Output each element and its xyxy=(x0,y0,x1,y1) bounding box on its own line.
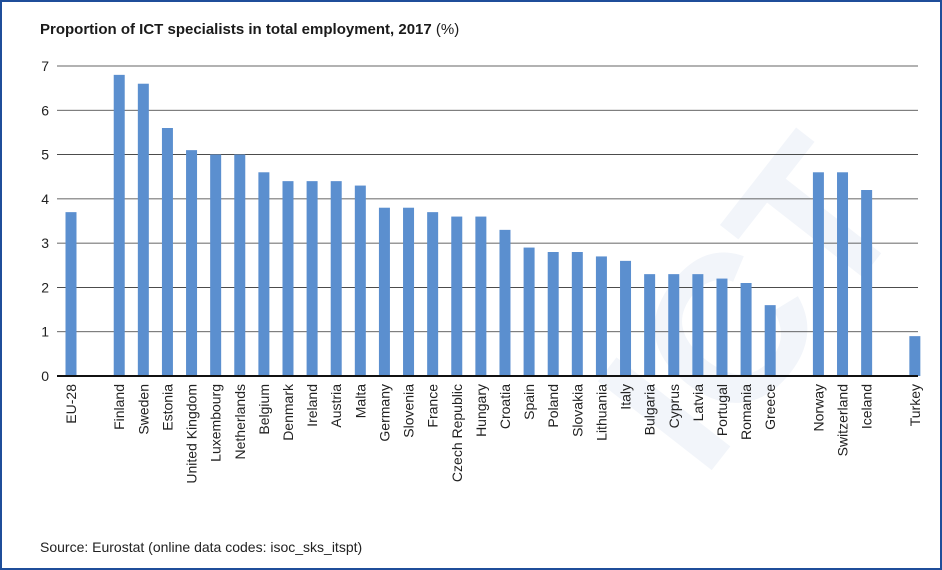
bar xyxy=(716,278,728,376)
x-tick-label: Austria xyxy=(328,384,344,428)
chart-title-text: Proportion of ICT specialists in total e… xyxy=(40,21,432,38)
x-tick-label: Luxembourg xyxy=(208,384,224,462)
x-tick-label: Finland xyxy=(111,384,127,430)
x-tick-label: Norway xyxy=(810,384,826,431)
bar xyxy=(282,181,294,376)
bar xyxy=(547,252,559,376)
bar xyxy=(113,74,125,376)
chart-title-unit: (%) xyxy=(435,21,460,38)
x-tick-label: Turkey xyxy=(907,384,923,426)
x-tick-label: Slovakia xyxy=(569,384,585,437)
x-tick-label: Hungary xyxy=(473,384,489,437)
x-tick-label: Malta xyxy=(352,384,368,418)
y-tick-label: 2 xyxy=(41,279,49,295)
x-tick-label: United Kingdom xyxy=(184,384,200,484)
bar xyxy=(523,247,535,376)
x-tick-label: Czech Republic xyxy=(449,384,465,482)
x-tick-label: Iceland xyxy=(859,384,875,429)
x-tick-label: Spain xyxy=(521,384,537,420)
y-tick-label: 4 xyxy=(41,191,49,207)
bar xyxy=(378,207,390,376)
x-tick-label: Slovenia xyxy=(401,384,417,438)
bar xyxy=(764,305,776,376)
y-tick-label: 5 xyxy=(41,147,49,163)
bar xyxy=(403,207,415,376)
x-tick-label: Netherlands xyxy=(232,384,248,460)
x-tick-label: Belgium xyxy=(256,384,272,435)
bar xyxy=(354,185,366,376)
bar xyxy=(234,154,246,376)
x-tick-label: Estonia xyxy=(159,384,175,431)
bar xyxy=(161,128,173,376)
bar xyxy=(692,274,704,376)
y-tick-label: 3 xyxy=(41,235,49,251)
x-tick-label: Cyprus xyxy=(666,384,682,428)
x-tick-label: Ireland xyxy=(304,384,320,427)
bar xyxy=(330,181,342,376)
x-tick-label: Poland xyxy=(545,384,561,428)
bar xyxy=(644,274,656,376)
bar xyxy=(499,229,511,376)
bar xyxy=(137,83,149,376)
x-tick-label: Greece xyxy=(762,384,778,430)
x-tick-label: Lithuania xyxy=(593,384,609,441)
y-tick-label: 0 xyxy=(41,368,49,384)
bar xyxy=(65,212,77,376)
bar xyxy=(812,172,824,376)
x-tick-label: Germany xyxy=(376,384,392,442)
x-tick-label: Romania xyxy=(738,384,754,440)
x-tick-label: Switzerland xyxy=(835,384,851,456)
bar xyxy=(620,260,632,376)
bar xyxy=(451,216,463,376)
bar xyxy=(571,252,583,376)
bar xyxy=(427,212,439,376)
bar xyxy=(306,181,318,376)
source-note: Source: Eurostat (online data codes: iso… xyxy=(40,539,363,555)
x-tick-label: Croatia xyxy=(497,384,513,429)
x-tick-label: Bulgaria xyxy=(642,384,658,436)
x-tick-label: Portugal xyxy=(714,384,730,436)
bar xyxy=(837,172,849,376)
bar xyxy=(475,216,487,376)
bar xyxy=(595,256,607,376)
x-tick-label: Latvia xyxy=(690,384,706,422)
bar xyxy=(668,274,680,376)
bar xyxy=(210,154,222,376)
y-tick-label: 6 xyxy=(41,102,49,118)
bar xyxy=(740,283,752,376)
bar xyxy=(861,190,873,376)
x-tick-label: Sweden xyxy=(135,384,151,435)
bar xyxy=(186,150,198,376)
bar xyxy=(258,172,270,376)
x-tick-label: Denmark xyxy=(280,383,296,441)
x-tick-label: France xyxy=(425,384,441,428)
chart-title: Proportion of ICT specialists in total e… xyxy=(40,21,459,38)
x-tick-label: Italy xyxy=(618,384,634,410)
bar xyxy=(909,336,921,376)
y-tick-label: 7 xyxy=(41,58,49,74)
y-tick-label: 1 xyxy=(41,324,49,340)
x-tick-label: EU-28 xyxy=(63,384,79,424)
